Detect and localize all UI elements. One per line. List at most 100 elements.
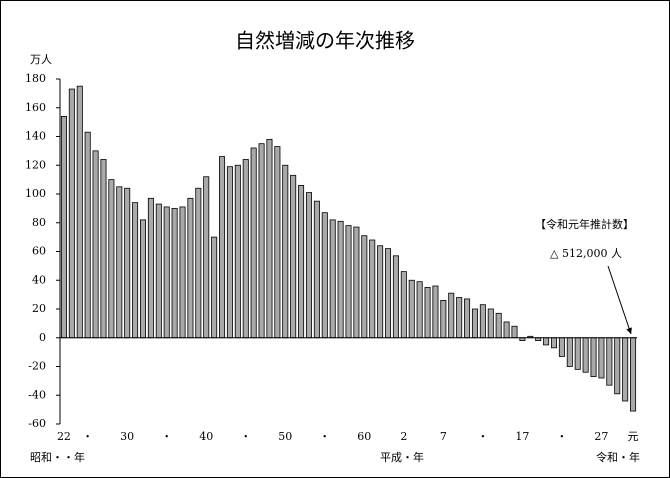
x-tick-label: 22 [57,430,71,443]
bar [392,255,399,339]
bar [282,164,289,339]
bar [337,220,344,339]
bar [385,248,392,339]
bar [464,298,471,339]
bar [630,337,637,412]
y-tick-label: 60 [32,245,46,258]
bar [305,192,312,339]
bar [440,299,447,339]
bar [313,200,320,339]
bar [511,325,518,339]
annotation-arrow [607,265,632,335]
y-tick-label: 20 [32,302,46,315]
bar [416,281,423,339]
bar [590,337,597,377]
x-tick-label: 50 [278,430,292,443]
y-tick-label: 180 [25,72,46,85]
y-tick-label: 40 [32,273,46,286]
y-tick-label: 100 [25,187,46,200]
bar [258,143,265,339]
bar [298,184,305,339]
bar [108,179,115,339]
bar [345,225,352,339]
bar [448,292,455,339]
bar [139,219,147,339]
bar [84,131,91,339]
y-tick-label: 120 [25,158,46,171]
bar [147,197,154,339]
bar [132,202,139,339]
bar [68,88,75,339]
x-tick-label: 27 [594,430,608,443]
bar [179,206,186,339]
bar [400,271,407,339]
annotation-title: 【令和元年推計数】 [535,217,634,231]
bar [242,159,249,339]
bar [582,337,589,373]
bar [566,337,573,367]
bar [219,156,226,339]
x-tick-label: ・ [477,430,488,443]
bar [92,150,99,339]
bar [211,236,218,339]
era-label: 昭和・・年 [30,450,85,464]
bar [543,337,550,346]
x-tick-label: ・ [556,430,567,443]
x-tick-label: ・ [319,430,330,443]
bar [377,245,384,339]
y-tick-label: -60 [28,417,46,430]
bar [163,206,170,339]
bar [408,279,415,339]
x-tick-label: 40 [199,430,213,443]
bar [60,115,67,339]
bar [187,197,194,339]
y-tick-label: -20 [28,360,46,373]
bar [479,304,486,339]
bar [471,308,478,339]
bar [614,337,621,395]
bar [274,146,281,339]
bar [369,239,376,339]
x-tick-label: ・ [240,430,251,443]
bar [226,166,233,339]
y-tick-label: 0 [39,331,46,344]
x-tick-label: 17 [515,430,529,443]
bar [290,174,297,339]
bar [266,138,273,339]
y-tick-label: 160 [25,101,46,114]
bar [116,186,123,339]
era-label: 令和・年 [596,450,640,464]
bar [456,297,463,339]
bar [195,187,202,339]
bar [424,287,431,339]
bar [321,212,328,339]
y-tick-label: -40 [28,388,46,401]
y-unit: 万人 [30,53,52,66]
bar [558,337,565,357]
bar [622,337,629,402]
x-tick-label: ・ [161,430,172,443]
bar [606,337,613,386]
x-tick-label: 元 [628,430,639,443]
bar [250,147,257,339]
bar [100,159,107,339]
bar [171,207,178,339]
bar [234,164,241,339]
bar [203,176,210,339]
bar [550,337,558,349]
bar [598,337,605,379]
y-tick-label: 80 [32,216,46,229]
y-tick-label: 140 [25,130,46,143]
bar [495,312,502,339]
x-tick-label: 60 [357,430,371,443]
bar [124,187,131,339]
bar [487,308,494,339]
annotation-text: △ 512,000 人 [550,247,622,260]
bar [353,226,360,339]
bar [76,85,83,339]
x-tick-label: 2 [400,430,407,443]
bar [574,337,581,370]
chart-title: 自然増減の年次推移 [235,29,415,53]
bar [503,321,510,339]
